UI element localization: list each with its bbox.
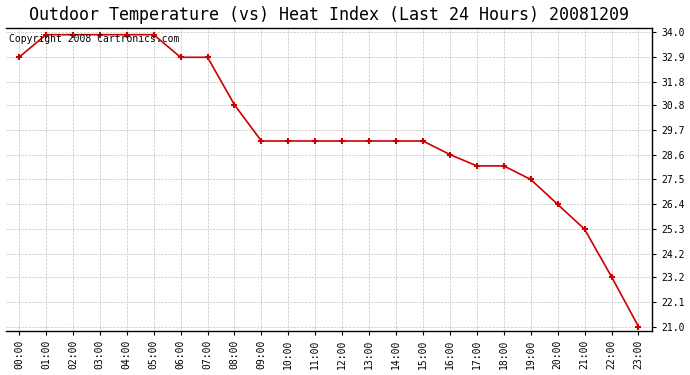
Text: Copyright 2008 Cartronics.com: Copyright 2008 Cartronics.com [9,34,179,44]
Title: Outdoor Temperature (vs) Heat Index (Last 24 Hours) 20081209: Outdoor Temperature (vs) Heat Index (Las… [29,6,629,24]
